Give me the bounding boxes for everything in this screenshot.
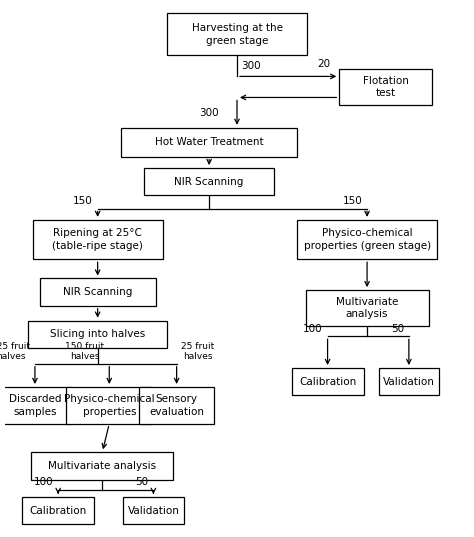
Bar <box>33 220 163 259</box>
Text: 150 fruit
halves: 150 fruit halves <box>65 342 105 361</box>
Bar <box>0 387 71 424</box>
Text: Hot Water Treatment: Hot Water Treatment <box>155 137 264 147</box>
Text: 50: 50 <box>391 324 404 334</box>
Text: 300: 300 <box>199 107 219 118</box>
Bar <box>306 290 428 326</box>
Bar <box>139 387 214 424</box>
Text: Calibration: Calibration <box>29 505 87 516</box>
Bar <box>40 279 155 306</box>
Text: NIR Scanning: NIR Scanning <box>174 177 244 187</box>
Text: Harvesting at the
green stage: Harvesting at the green stage <box>191 23 283 46</box>
Bar <box>66 387 152 424</box>
Text: Flotation
test: Flotation test <box>363 76 409 98</box>
Bar <box>167 13 307 55</box>
Text: Physico-chemical
properties (green stage): Physico-chemical properties (green stage… <box>303 228 430 251</box>
Text: 25 fruit
halves: 25 fruit halves <box>181 342 215 361</box>
Text: Physico-chemical
properties: Physico-chemical properties <box>64 394 155 417</box>
Bar <box>379 368 439 395</box>
Text: 100: 100 <box>303 324 323 334</box>
Text: 50: 50 <box>136 477 149 488</box>
Text: 150: 150 <box>343 196 363 206</box>
Text: 125 fruit
halves: 125 fruit halves <box>0 342 30 361</box>
Text: Slicing into halves: Slicing into halves <box>50 329 145 339</box>
Text: Validation: Validation <box>383 376 435 387</box>
Text: 20: 20 <box>317 59 330 69</box>
Text: 100: 100 <box>34 477 54 488</box>
Bar <box>28 321 167 348</box>
Text: Multivariate analysis: Multivariate analysis <box>48 461 156 471</box>
Text: Discarded
samples: Discarded samples <box>9 394 61 417</box>
Bar <box>292 368 364 395</box>
Text: NIR Scanning: NIR Scanning <box>63 287 132 297</box>
Bar <box>339 69 432 105</box>
Bar <box>144 168 274 195</box>
Text: 150: 150 <box>73 196 93 206</box>
Text: Validation: Validation <box>128 505 179 516</box>
Text: Calibration: Calibration <box>299 376 356 387</box>
Bar <box>22 497 94 524</box>
Bar <box>297 220 437 259</box>
Bar <box>121 128 297 157</box>
Text: Multivariate
analysis: Multivariate analysis <box>336 297 398 319</box>
Bar <box>31 452 173 480</box>
Text: Sensory
evaluation: Sensory evaluation <box>149 394 204 417</box>
Text: 300: 300 <box>242 61 261 71</box>
Text: Ripening at 25°C
(table-ripe stage): Ripening at 25°C (table-ripe stage) <box>52 228 143 251</box>
Bar <box>123 497 183 524</box>
